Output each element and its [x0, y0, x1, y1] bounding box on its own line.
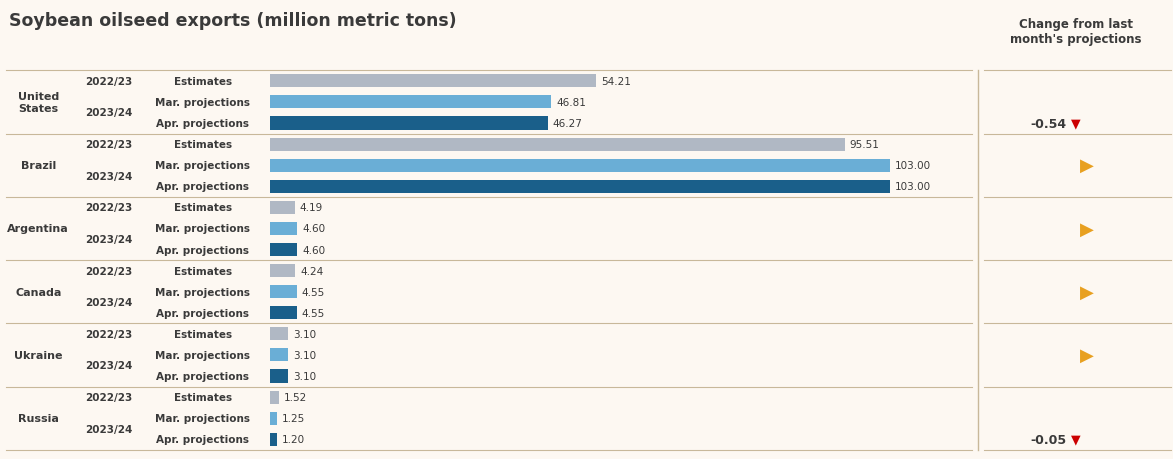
Text: ▼: ▼ — [1071, 433, 1080, 446]
Text: ▶: ▶ — [1080, 346, 1094, 364]
Text: 2023/24: 2023/24 — [86, 424, 133, 434]
Text: 54.21: 54.21 — [601, 77, 631, 87]
Text: Apr. projections: Apr. projections — [156, 371, 250, 381]
Text: ▼: ▼ — [1071, 117, 1080, 130]
Text: Estimates: Estimates — [174, 203, 232, 213]
Text: 95.51: 95.51 — [849, 140, 879, 150]
Text: 4.55: 4.55 — [301, 287, 325, 297]
Text: Apr. projections: Apr. projections — [156, 434, 250, 444]
Text: 4.60: 4.60 — [303, 245, 325, 255]
Text: Mar. projections: Mar. projections — [156, 287, 250, 297]
Text: Estimates: Estimates — [174, 266, 232, 276]
Text: 2022/23: 2022/23 — [86, 392, 133, 402]
Text: 3.10: 3.10 — [293, 350, 317, 360]
Text: Estimates: Estimates — [174, 140, 232, 150]
Text: Estimates: Estimates — [174, 392, 232, 402]
Text: Apr. projections: Apr. projections — [156, 245, 250, 255]
Text: 1.20: 1.20 — [282, 434, 305, 444]
Text: 4.19: 4.19 — [299, 203, 323, 213]
Text: Mar. projections: Mar. projections — [156, 98, 250, 108]
Text: Mar. projections: Mar. projections — [156, 350, 250, 360]
Text: 3.10: 3.10 — [293, 329, 317, 339]
Text: Mar. projections: Mar. projections — [156, 161, 250, 171]
Text: 2022/23: 2022/23 — [86, 266, 133, 276]
Text: 2022/23: 2022/23 — [86, 329, 133, 339]
Text: 2023/24: 2023/24 — [86, 361, 133, 371]
Text: 2022/23: 2022/23 — [86, 203, 133, 213]
Text: Estimates: Estimates — [174, 329, 232, 339]
Text: ▶: ▶ — [1080, 157, 1094, 175]
Text: Apr. projections: Apr. projections — [156, 182, 250, 192]
Text: Soybean oilseed exports (million metric tons): Soybean oilseed exports (million metric … — [9, 11, 457, 29]
Text: Change from last
month's projections: Change from last month's projections — [1010, 18, 1141, 46]
Text: Apr. projections: Apr. projections — [156, 119, 250, 129]
Text: ▶: ▶ — [1080, 283, 1094, 301]
Text: 2022/23: 2022/23 — [86, 140, 133, 150]
Text: 1.25: 1.25 — [282, 413, 305, 423]
Text: 1.52: 1.52 — [284, 392, 307, 402]
Text: 2023/24: 2023/24 — [86, 297, 133, 308]
Text: 4.60: 4.60 — [303, 224, 325, 234]
Text: 103.00: 103.00 — [894, 161, 930, 171]
Text: 3.10: 3.10 — [293, 371, 317, 381]
Text: United
States: United States — [18, 92, 59, 113]
Text: Russia: Russia — [18, 413, 59, 423]
Text: Estimates: Estimates — [174, 77, 232, 87]
Text: Canada: Canada — [15, 287, 61, 297]
Text: Ukraine: Ukraine — [14, 350, 62, 360]
Text: 2022/23: 2022/23 — [86, 77, 133, 87]
Text: -0.54: -0.54 — [1030, 117, 1066, 130]
Text: 2023/24: 2023/24 — [86, 171, 133, 181]
Text: 103.00: 103.00 — [894, 182, 930, 192]
Text: 46.27: 46.27 — [552, 119, 583, 129]
Text: Brazil: Brazil — [21, 161, 56, 171]
Text: 4.24: 4.24 — [300, 266, 324, 276]
Text: Mar. projections: Mar. projections — [156, 224, 250, 234]
Text: Mar. projections: Mar. projections — [156, 413, 250, 423]
Text: -0.05: -0.05 — [1030, 433, 1066, 446]
Text: ▶: ▶ — [1080, 220, 1094, 238]
Text: Argentina: Argentina — [7, 224, 69, 234]
Text: 4.55: 4.55 — [301, 308, 325, 318]
Text: 2023/24: 2023/24 — [86, 235, 133, 245]
Text: 2023/24: 2023/24 — [86, 108, 133, 118]
Text: 46.81: 46.81 — [556, 98, 586, 108]
Text: Apr. projections: Apr. projections — [156, 308, 250, 318]
